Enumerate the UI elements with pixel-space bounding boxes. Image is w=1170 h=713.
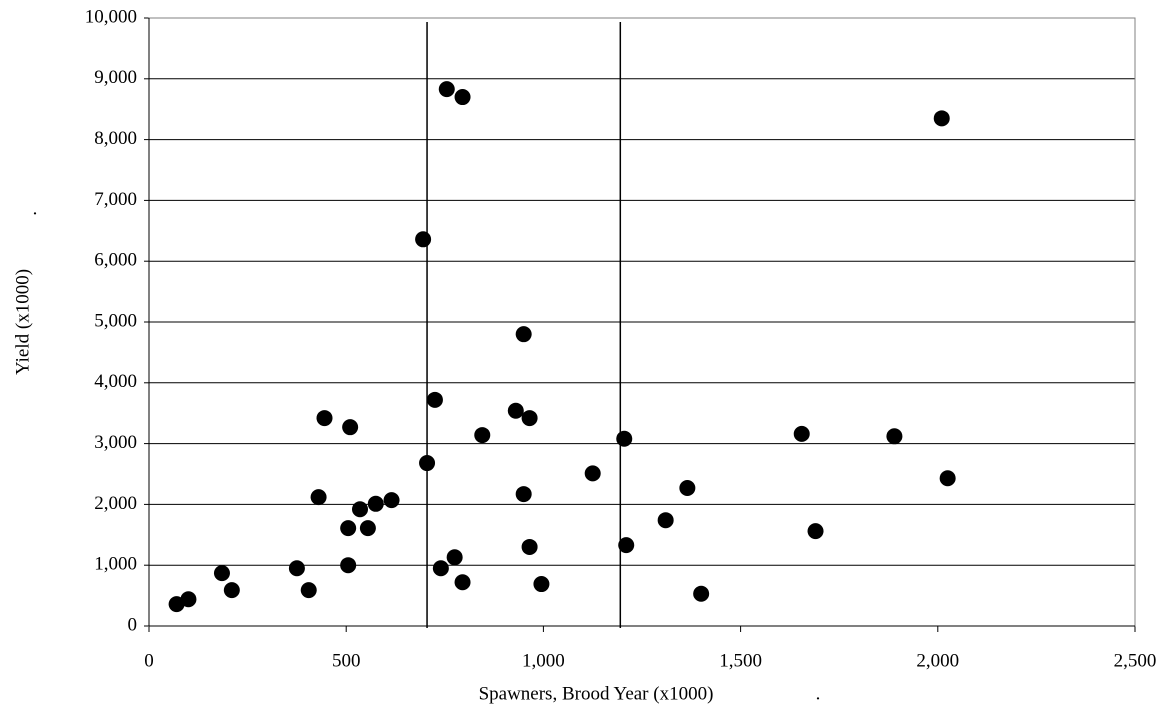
- x-tick-label: 2,500: [1114, 650, 1157, 671]
- y-tick-label: 3,000: [94, 432, 137, 453]
- point: [340, 520, 357, 537]
- point: [693, 585, 710, 602]
- point: [288, 560, 305, 577]
- point: [616, 430, 633, 447]
- x-tick-label: 500: [332, 650, 361, 671]
- y-axis-title: Yield (x1000): [12, 269, 33, 375]
- point: [657, 512, 674, 529]
- y-tick-label: 8,000: [94, 128, 137, 149]
- point: [521, 410, 538, 427]
- y-tick-label: 0: [128, 614, 138, 635]
- point: [340, 557, 357, 574]
- y-tick-label: 10,000: [85, 6, 137, 27]
- point: [454, 574, 471, 591]
- point: [367, 495, 384, 512]
- point: [584, 465, 601, 482]
- point: [886, 428, 903, 445]
- y-tick-label: 1,000: [94, 554, 137, 575]
- point: [419, 455, 436, 472]
- x-tick-label: 1,500: [719, 650, 762, 671]
- y-tick-label: 6,000: [94, 250, 137, 271]
- point: [515, 486, 532, 503]
- x-tick-label: 0: [144, 650, 154, 671]
- y-tick-label: 4,000: [94, 371, 137, 392]
- x-tick-label: 1,000: [522, 650, 565, 671]
- point: [793, 425, 810, 442]
- point: [507, 402, 524, 419]
- point: [352, 501, 369, 518]
- point: [359, 520, 376, 537]
- y-tick-label: 7,000: [94, 189, 137, 210]
- point: [426, 391, 443, 408]
- y-tick-label: 9,000: [94, 67, 137, 88]
- point: [515, 326, 532, 343]
- x-tick-label: 2,000: [916, 650, 959, 671]
- point: [939, 470, 956, 487]
- point: [342, 419, 359, 436]
- y-tick-label: 2,000: [94, 493, 137, 514]
- point: [180, 591, 197, 608]
- x-axis-suffix: .: [816, 683, 821, 704]
- y-tick-label: 5,000: [94, 310, 137, 331]
- point: [415, 231, 432, 248]
- point: [432, 560, 449, 577]
- point: [223, 582, 240, 599]
- point: [933, 110, 950, 127]
- point: [300, 582, 317, 599]
- point: [316, 410, 333, 427]
- point: [213, 565, 230, 582]
- point: [383, 492, 400, 509]
- point: [310, 489, 327, 506]
- y-axis-suffix: .: [33, 198, 38, 219]
- point: [454, 89, 471, 106]
- point: [679, 479, 696, 496]
- point: [438, 81, 455, 98]
- point: [807, 523, 824, 540]
- point: [474, 427, 491, 444]
- x-axis-title: Spawners, Brood Year (x1000): [479, 683, 714, 704]
- point: [521, 538, 538, 555]
- point: [618, 537, 635, 554]
- point: [446, 549, 463, 566]
- point: [533, 576, 550, 593]
